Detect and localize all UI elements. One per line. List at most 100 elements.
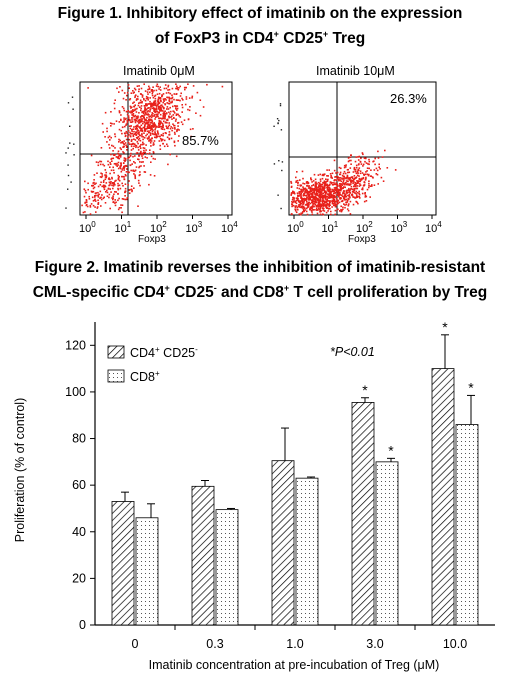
flow-event-dot — [300, 206, 302, 209]
flow-event-dot — [166, 96, 168, 99]
flow-event-dot — [331, 184, 334, 186]
flow-event-dot — [307, 182, 309, 185]
flow-event-dot — [134, 121, 137, 124]
flow-event-dot — [177, 125, 179, 127]
flow-event-dot — [171, 94, 173, 96]
flow-event-dot — [110, 153, 112, 156]
flow-event-dot — [137, 95, 139, 98]
flow-event-dot — [93, 179, 95, 181]
flow-event-dot — [148, 135, 150, 138]
flow-event-dot — [150, 104, 153, 106]
flow-event-dot — [294, 205, 297, 208]
flow-event-dot — [307, 181, 309, 184]
flow-event-dot — [155, 113, 158, 116]
flow-event-dot — [305, 191, 308, 194]
flow-event-dot — [162, 98, 165, 101]
flow-event-dot — [141, 135, 143, 138]
flow-event-dot — [130, 152, 132, 155]
flow-event-dot — [290, 194, 292, 196]
flow-event-dot — [143, 129, 146, 132]
flow-event-dot — [124, 159, 127, 161]
flow-event-dot — [394, 169, 397, 171]
flow-event-dot — [160, 106, 162, 109]
flow-event-dot — [166, 106, 169, 108]
flow-event-dot — [154, 100, 157, 102]
flow-event-dot — [114, 191, 116, 193]
flow-event-dot — [154, 129, 156, 131]
flow-event-dot — [141, 94, 144, 96]
flow-event-dot — [94, 195, 96, 197]
flow-event-dot — [147, 107, 149, 109]
flow-event-dot — [293, 192, 296, 195]
flow-event-dot — [111, 197, 113, 199]
bar-cd4-cd25 — [271, 460, 295, 626]
flow-event-dot — [123, 140, 125, 142]
flow-event-dot — [101, 175, 104, 177]
flow-event-dot — [92, 187, 95, 190]
flow-outlier-dot — [67, 174, 70, 177]
flow-event-dot — [378, 163, 380, 166]
flow-event-dot — [110, 136, 112, 139]
flow-event-dot — [132, 128, 135, 130]
flow-event-dot — [150, 161, 152, 163]
flow-event-dot — [151, 107, 154, 110]
flow-event-dot — [131, 143, 134, 145]
flow-event-dot — [187, 118, 190, 120]
flow-event-dot — [139, 101, 141, 104]
flow-event-dot — [127, 141, 130, 144]
flow-event-dot — [154, 94, 157, 97]
flow-event-dot — [348, 159, 351, 162]
flow-x-axis-label: Foxp3 — [138, 234, 166, 245]
flow-event-dot — [122, 167, 124, 170]
flow-event-dot — [136, 116, 138, 118]
flow-event-dot — [100, 196, 102, 199]
flow-plot-frame — [79, 81, 233, 216]
flow-event-dot — [94, 196, 96, 198]
flow-event-dot — [139, 116, 142, 118]
flow-event-dot — [290, 180, 292, 183]
flow-event-dot — [149, 103, 151, 105]
flow-event-dot — [155, 108, 157, 111]
flow-event-dot — [311, 194, 313, 196]
flow-event-dot — [344, 193, 347, 195]
flow-event-dot — [132, 109, 134, 111]
flow-event-dot — [168, 124, 171, 126]
flow-event-dot — [120, 148, 122, 151]
flow-event-dot — [323, 194, 326, 197]
flow-event-dot — [102, 184, 105, 187]
flow-event-dot — [364, 192, 366, 195]
flow-event-dot — [144, 90, 147, 92]
flow-event-dot — [153, 122, 155, 124]
flow-event-dot — [316, 194, 319, 197]
flow-event-dot — [352, 196, 354, 198]
flow-event-dot — [368, 186, 370, 189]
flow-event-dot — [347, 209, 350, 212]
flow-event-dot — [355, 182, 357, 185]
flow-event-dot — [133, 87, 136, 90]
flow-event-dot — [139, 118, 141, 121]
flow-event-dot — [178, 135, 180, 137]
flow-event-dot — [325, 184, 327, 187]
flow-event-dot — [371, 184, 373, 186]
flow-event-dot — [119, 156, 122, 158]
flow-event-dot — [322, 207, 325, 210]
flow-event-dot — [157, 96, 160, 99]
flow-event-dot — [123, 152, 125, 154]
flow-event-dot — [181, 106, 184, 109]
y-tick-label: 100 — [65, 385, 86, 399]
flow-event-dot — [141, 118, 144, 120]
flow-event-dot — [166, 102, 168, 104]
flow-event-dot — [376, 169, 379, 172]
flow-event-dot — [377, 150, 379, 153]
flow-event-dot — [109, 178, 111, 181]
flow-event-dot — [167, 102, 170, 105]
flow-event-dot — [322, 205, 324, 208]
flow-event-dot — [335, 194, 338, 196]
flow-event-dot — [118, 179, 121, 182]
flow-outlier-dot — [273, 163, 276, 165]
flow-event-dot — [368, 182, 370, 185]
flow-event-dot — [296, 206, 299, 209]
flow-event-dot — [124, 187, 127, 190]
flow-event-dot — [133, 133, 135, 135]
flow-event-dot — [176, 105, 179, 107]
